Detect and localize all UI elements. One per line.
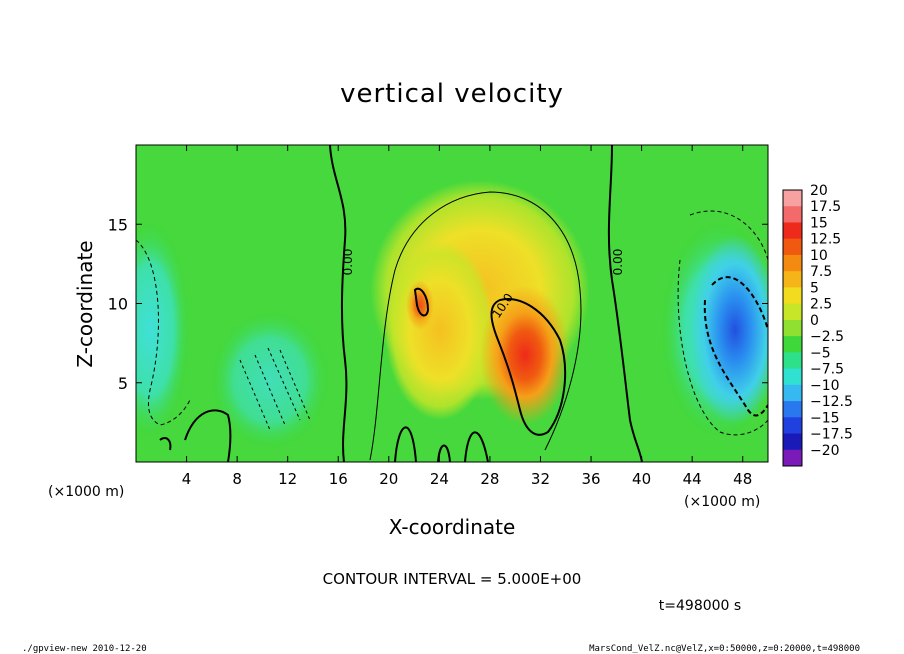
- colorbar-label: 17.5: [810, 199, 841, 215]
- zero-contour-left: [329, 145, 348, 462]
- x-tick-label: 44: [683, 470, 702, 488]
- x-tick-label: 24: [430, 470, 449, 488]
- x-tick-label: 40: [632, 470, 651, 488]
- y-tick-label: 15: [108, 215, 128, 234]
- colorbar-swatch: [783, 401, 802, 418]
- colorbar-label: −10: [810, 378, 840, 394]
- colorbar-swatch: [783, 254, 802, 272]
- colorbar-label: 12.5: [810, 232, 841, 248]
- chart-title: vertical velocity: [340, 79, 564, 109]
- colorbar-swatch: [783, 303, 802, 321]
- colorbar-swatch: [783, 271, 802, 288]
- time-note: t=498000 s: [659, 598, 741, 614]
- colorbar-swatch: [783, 190, 802, 207]
- x-unit-right: (×1000 m): [684, 494, 760, 510]
- colorbar-label: 20: [810, 183, 828, 199]
- contour-label-left: 0.00: [341, 249, 355, 276]
- x-tick-label: 32: [531, 470, 550, 488]
- x-tick-label: 12: [278, 470, 297, 488]
- wavy-dashed-left: [239, 347, 311, 431]
- footer-left: ./gpview-new 2010-12-20: [22, 644, 147, 654]
- colorbar-swatch: [783, 287, 802, 305]
- y-axis-title: Z-coordinate: [73, 240, 97, 367]
- colorbar-swatch: [783, 206, 802, 223]
- ten-contour: [490, 298, 567, 436]
- y-tick-label: 10: [108, 295, 128, 314]
- colorbar-label: 5: [810, 280, 819, 296]
- x-axis: 4 8 12 16 20 24 28 32 36 40 44 48: [182, 145, 752, 488]
- x-tick-label: 16: [329, 470, 348, 488]
- inner-blob: [413, 287, 430, 317]
- colorbar-label: 0: [810, 313, 819, 329]
- x-tick-label: 8: [232, 470, 242, 488]
- colorbar-label: 7.5: [810, 264, 832, 280]
- contour-interval-note: CONTOUR INTERVAL = 5.000E+00: [323, 570, 582, 588]
- contour-lines: [136, 145, 768, 462]
- colorbar-label: 15: [810, 215, 828, 231]
- colorbar-label: −7.5: [810, 362, 844, 378]
- footer-right: MarsCond_VelZ.nc@VelZ,x=0:50000,z=0:2000…: [589, 644, 860, 654]
- y-tick-label: 5: [118, 374, 128, 393]
- colorbar-swatch: [783, 319, 802, 337]
- y-axis: 5 10 15: [108, 215, 768, 393]
- colorbar-label: −17.5: [810, 427, 853, 443]
- colorbar-label: 10: [810, 248, 828, 264]
- colorbar-label: −12.5: [810, 394, 853, 410]
- x-tick-label: 28: [480, 470, 499, 488]
- x-tick-label: 48: [733, 470, 752, 488]
- neg-contour-left: [136, 239, 191, 426]
- x-tick-label: 20: [379, 470, 398, 488]
- colorbar-swatch: [783, 222, 802, 240]
- colorbar-swatch: [783, 384, 802, 402]
- x-tick-label: 4: [182, 470, 192, 488]
- neg5-contour-right: [703, 276, 768, 417]
- small-contours-left: [159, 409, 232, 462]
- colorbar-swatch: [783, 433, 802, 451]
- colorbar-label: −5: [810, 345, 831, 361]
- x-tick-label: 36: [581, 470, 600, 488]
- five-contour: [369, 191, 582, 461]
- colorbar-label: −20: [810, 443, 840, 459]
- heatmap-field: [136, 145, 768, 462]
- contour-label-right: 0.00: [611, 249, 625, 276]
- colorbar-swatch: [783, 449, 802, 467]
- colorbar-swatch: [783, 238, 802, 256]
- x-unit-left: (×1000 m): [48, 484, 124, 500]
- colorbar-label: −2.5: [810, 329, 844, 345]
- colorbar-label: −15: [810, 410, 840, 426]
- neg-contour-right: [677, 210, 768, 436]
- colorbar: 2017.51512.5107.552.50−2.5−5−7.5−10−12.5…: [782, 183, 853, 467]
- colorbar-swatch: [783, 368, 802, 386]
- bottom-fingers: [394, 426, 489, 462]
- colorbar-swatch: [783, 352, 802, 370]
- colorbar-label: 2.5: [810, 297, 832, 313]
- zero-contour-right: [607, 145, 643, 462]
- colorbar-swatch: [783, 336, 802, 353]
- x-axis-title: X-coordinate: [389, 515, 516, 539]
- colorbar-frame: [782, 189, 803, 467]
- colorbar-swatch: [783, 417, 802, 435]
